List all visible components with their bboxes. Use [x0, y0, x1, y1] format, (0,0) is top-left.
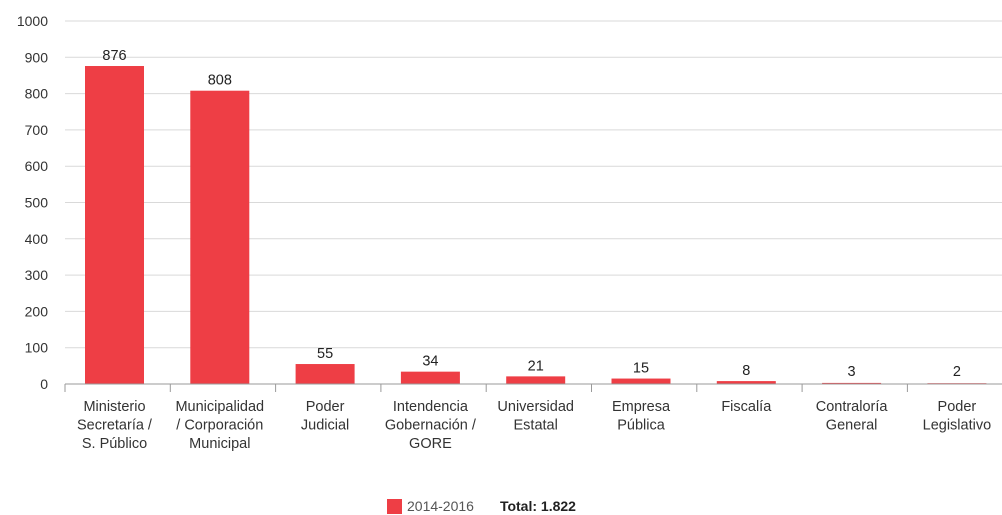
y-tick-label: 800 — [25, 86, 49, 102]
bar — [506, 376, 566, 384]
x-tick-label: Poder Legislativo — [923, 399, 992, 434]
bar — [716, 381, 776, 384]
bar — [295, 364, 355, 384]
x-tick-label: Ministerio Secretaría / S. Público — [77, 399, 153, 452]
bar-chart: 0 100 200 300 400 500 600 700 800 900 1000 876 808 5… — [17, 13, 1002, 452]
y-tick-label: 0 — [40, 376, 48, 392]
value-label: 876 — [102, 48, 126, 64]
x-axis — [64, 383, 1002, 392]
x-tick-label-line: Fiscalía — [721, 399, 772, 415]
y-tick-label: 100 — [25, 340, 49, 356]
x-tick-label-line: S. Público — [82, 436, 147, 452]
value-label: 34 — [422, 354, 438, 370]
x-tick-label-line: Municipalidad — [175, 399, 264, 415]
y-tick-label: 400 — [25, 231, 49, 247]
x-tick-label-line: Judicial — [301, 418, 349, 434]
x-tick-label-line: Contraloría — [816, 399, 889, 415]
y-tick-label: 500 — [25, 195, 49, 211]
value-label: 3 — [848, 364, 856, 380]
x-tick-label-line: Secretaría / — [77, 418, 153, 434]
x-tick-label: Municipalidad / Corporación Municipal — [175, 399, 264, 452]
x-tick-label-line: Intendencia — [393, 399, 469, 415]
bar — [190, 90, 250, 385]
x-tick-label: Intendencia Gobernación / GORE — [385, 399, 477, 452]
y-tick-label: 300 — [25, 267, 49, 283]
x-tick-label-line: Empresa — [612, 399, 671, 415]
x-tick-label-line: Pública — [617, 418, 665, 434]
bar — [85, 66, 144, 385]
y-tick-label: 700 — [25, 122, 49, 138]
x-tick-label-line: Poder — [306, 399, 345, 415]
bar — [400, 371, 460, 384]
value-label: 8 — [742, 363, 750, 379]
legend-series-label: 2014-2016 — [407, 498, 474, 514]
x-tick-label-line: Municipal — [189, 436, 250, 452]
legend-swatch — [387, 498, 402, 514]
x-tick-label-line: Gobernación / — [385, 418, 477, 434]
x-tick-label: Poder Judicial — [301, 399, 349, 434]
x-tick-label: Universidad Estatal — [497, 399, 574, 434]
x-tick-label-line: Estatal — [514, 418, 558, 434]
bar — [822, 382, 882, 384]
x-tick-label-line: GORE — [409, 436, 452, 452]
x-tick-label-line: / Corporación — [176, 418, 263, 434]
value-labels: 876 808 55 34 21 15 8 3 2 — [102, 48, 961, 380]
value-label: 55 — [317, 346, 333, 362]
value-label: 21 — [528, 358, 544, 374]
x-tick-label-line: Universidad — [497, 399, 574, 415]
legend: 2014-2016 Total: 1.822 — [387, 498, 576, 514]
bars — [85, 66, 987, 385]
x-tick-label-line: Ministerio — [83, 399, 145, 415]
x-tick-label: Fiscalía — [721, 399, 772, 415]
total-label: Total: 1.822 — [499, 498, 576, 514]
y-tick-label: 1000 — [17, 13, 48, 29]
value-label: 808 — [208, 73, 232, 89]
bar — [611, 378, 671, 384]
category-labels: Ministerio Secretaría / S. Público Municipa… — [77, 399, 991, 452]
x-tick-label: Empresa Pública — [612, 399, 671, 434]
value-label: 15 — [633, 361, 649, 377]
x-tick-label: Contraloría General — [816, 399, 889, 434]
x-tick-label-line: Legislativo — [923, 418, 992, 434]
y-tick-label: 600 — [25, 158, 49, 174]
y-tick-label: 900 — [25, 49, 49, 65]
value-label: 2 — [953, 364, 961, 380]
x-tick-label-line: Poder — [938, 399, 977, 415]
y-axis-ticks: 0 100 200 300 400 500 600 700 800 900 1000 — [17, 13, 48, 392]
x-tick-label-line: General — [826, 418, 878, 434]
y-tick-label: 200 — [25, 303, 49, 319]
